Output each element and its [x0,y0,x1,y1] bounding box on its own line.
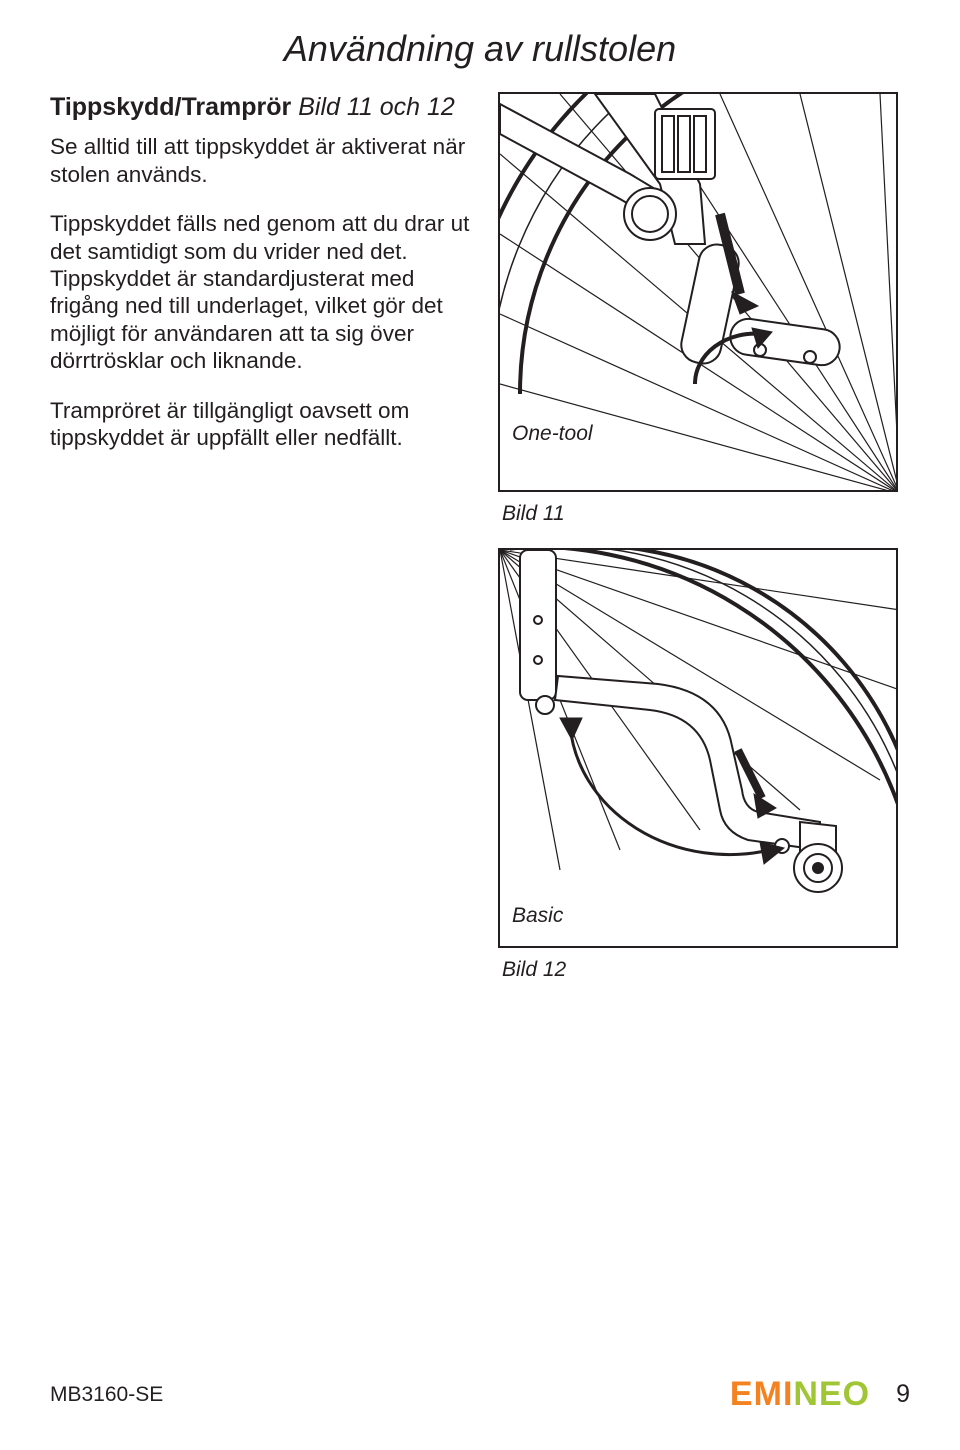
footer-right: E M I N E O 9 [730,1375,910,1414]
page-footer: MB3160-SE E M I N E O 9 [50,1375,910,1414]
logo-letter-n: N [793,1375,817,1414]
section-heading: Tippskydd/Tramprör Bild 11 och 12 [50,92,480,123]
paragraph-1: Se alltid till att tippskyddet är aktive… [50,133,480,188]
document-id: MB3160-SE [50,1383,163,1407]
figure-column: One-tool Bild 11 [498,92,898,1004]
paragraph-3: Trampröret är tillgängligt oavsett om ti… [50,397,480,452]
brand-logo: E M I N E O [730,1375,868,1414]
logo-letter-m: M [754,1375,781,1414]
content-row: Tippskydd/Tramprör Bild 11 och 12 Se all… [50,92,910,1004]
logo-letter-i: I [783,1375,791,1414]
figure-12-caption: Bild 12 [502,958,898,982]
heading-bold: Tippskydd/Tramprör [50,93,291,121]
figure-11-caption: Bild 11 [502,502,898,526]
figure-12-box: Basic [498,548,898,948]
logo-letter-e2: E [819,1375,841,1414]
page-number: 9 [896,1380,910,1409]
logo-letter-o: O [843,1375,868,1414]
figure-11-box: One-tool [498,92,898,492]
page-title: Användning av rullstolen [50,28,910,70]
figure-12-label: Basic [512,904,563,928]
logo-letter-e1: E [730,1375,752,1414]
paragraph-2: Tippskyddet fälls ned genom att du drar … [50,210,480,375]
text-column: Tippskydd/Tramprör Bild 11 och 12 Se all… [50,92,480,1004]
heading-italic: Bild 11 och 12 [298,93,455,121]
figure-12-illustration [500,550,898,948]
figure-11-label: One-tool [512,422,593,446]
